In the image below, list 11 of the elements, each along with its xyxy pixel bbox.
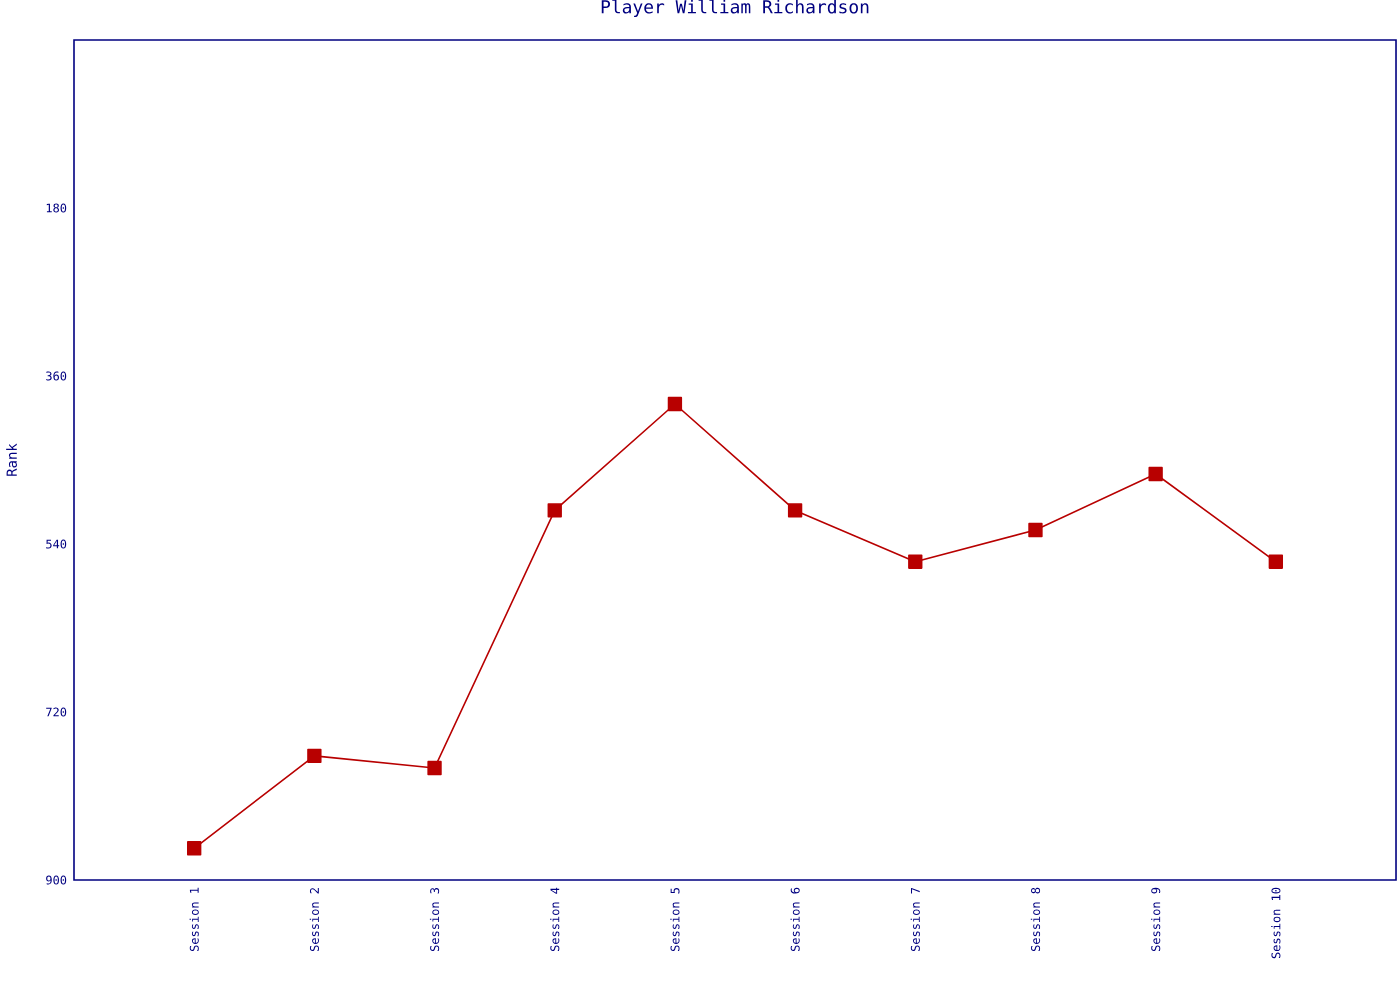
point: [908, 554, 923, 569]
point: [1268, 554, 1284, 569]
point: [547, 503, 562, 518]
chart-title: Player William Richardson: [601, 0, 869, 17]
point: [307, 748, 322, 764]
point: [667, 396, 683, 412]
point: [187, 841, 202, 856]
point: [1028, 522, 1043, 538]
point: [427, 760, 442, 776]
point: [1148, 466, 1163, 482]
point: [787, 503, 803, 518]
